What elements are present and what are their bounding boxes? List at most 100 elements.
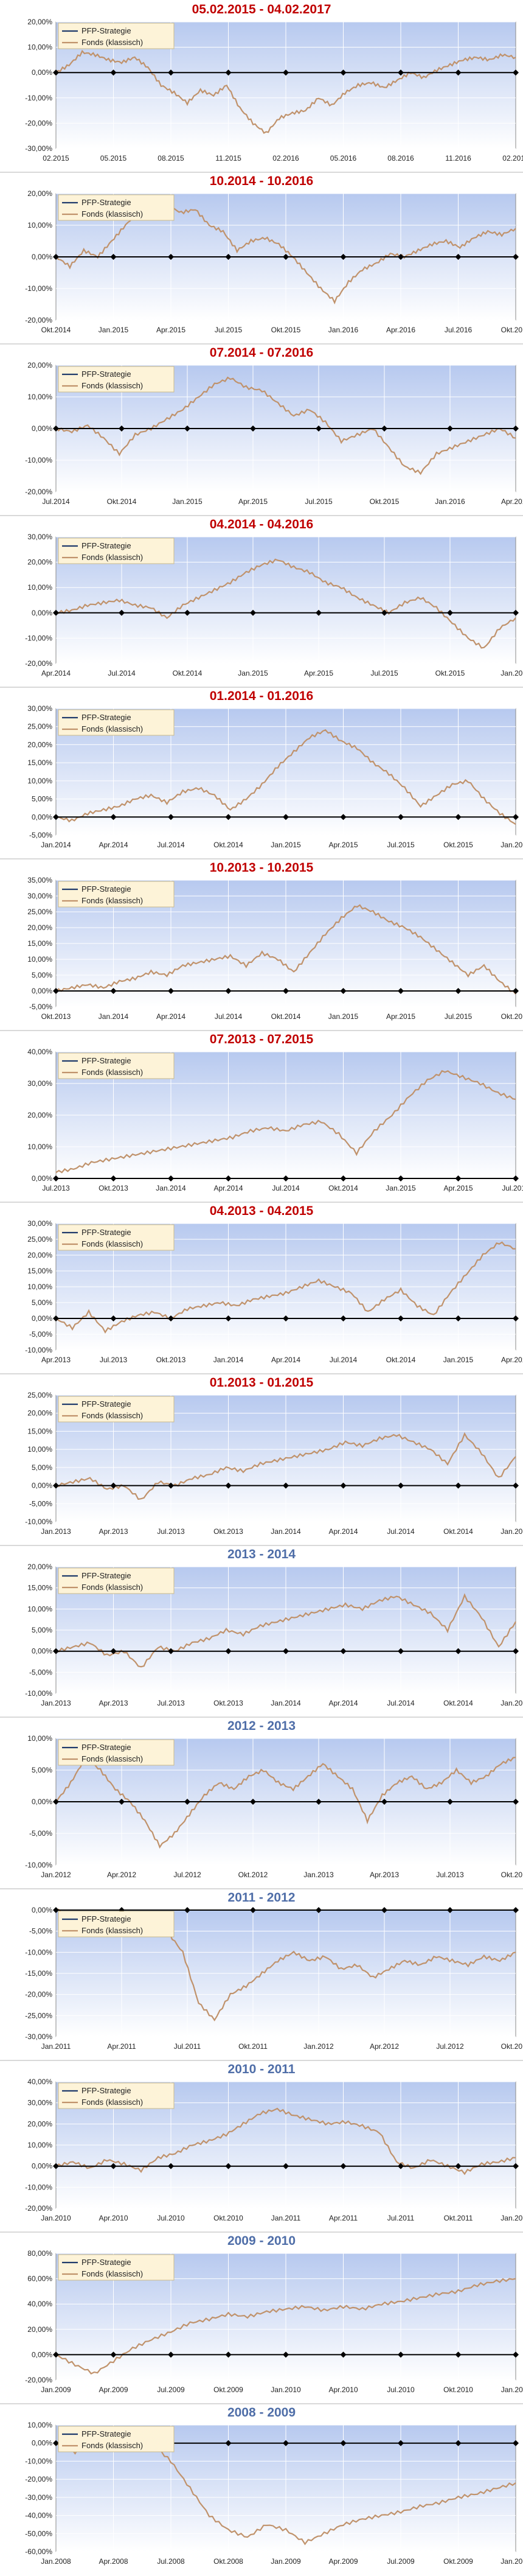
legend: PFP-Strategie Fonds (klassisch) bbox=[58, 1052, 175, 1079]
chart-title: 2008 - 2009 bbox=[227, 2406, 296, 2420]
chart-panel: 2009 - 2010 -20,00% 0,00% 20,00% 40,00% 60,00… bbox=[0, 2231, 523, 2403]
panel-divider bbox=[0, 1030, 523, 1031]
x-tick-label: Okt.2014 bbox=[213, 841, 243, 849]
x-tick-label: Apr.2014 bbox=[328, 1699, 358, 1707]
y-tick-label: 20,00% bbox=[27, 2325, 52, 2334]
y-tick-label: -20,00% bbox=[25, 659, 52, 668]
y-tick-label: -10,00% bbox=[25, 1517, 52, 1526]
y-tick-label: 10,00% bbox=[27, 1143, 52, 1151]
y-tick-label: 0,00% bbox=[32, 68, 52, 77]
series-marker-pfp-strategie bbox=[119, 425, 125, 432]
legend-entry: Fonds (klassisch) bbox=[81, 209, 143, 219]
series-marker-pfp-strategie bbox=[381, 425, 387, 432]
series-marker-pfp-strategie bbox=[398, 814, 404, 821]
line-chart: -30,00% -20,00% -10,00% 0,00% 10,00% 20,00% 02… bbox=[25, 18, 523, 163]
series-marker-pfp-strategie bbox=[283, 1648, 289, 1654]
x-tick-label: Apr.2015 bbox=[328, 841, 358, 849]
series-marker-pfp-strategie bbox=[447, 1907, 453, 1913]
series-marker-pfp-strategie bbox=[184, 1907, 190, 1913]
y-tick-label: 20,00% bbox=[27, 1111, 52, 1119]
line-chart: -20,00% -10,00% 0,00% 10,00% 20,00% Okt.2014 J… bbox=[25, 190, 523, 334]
series-marker-pfp-strategie bbox=[381, 609, 387, 616]
series-marker-pfp-strategie bbox=[184, 1799, 190, 1805]
series-marker-pfp-strategie bbox=[447, 425, 453, 432]
x-tick-label: Apr.2015 bbox=[304, 669, 333, 677]
y-tick-label: 10,00% bbox=[27, 2421, 52, 2429]
y-tick-label: 10,00% bbox=[27, 2141, 52, 2149]
x-tick-label: Jan.2015 bbox=[172, 497, 203, 506]
line-chart: 0,00% 10,00% 20,00% 30,00% 40,00% Jul.2013 Okt… bbox=[27, 1048, 523, 1192]
y-tick-label: -20,00% bbox=[25, 488, 52, 496]
series-marker-pfp-strategie bbox=[398, 1648, 404, 1654]
x-tick-label: Apr.2009 bbox=[99, 2385, 128, 2394]
series-line-fonds bbox=[55, 49, 516, 134]
x-tick-label: Okt.2009 bbox=[443, 2557, 473, 2566]
series-marker-pfp-strategie bbox=[455, 988, 462, 994]
x-tick-label: Okt.2009 bbox=[213, 2385, 243, 2394]
x-tick-label: Jan.2014 bbox=[271, 1699, 301, 1707]
chart-title: 07.2014 - 07.2016 bbox=[209, 346, 314, 360]
y-tick-label: 0,00% bbox=[32, 609, 52, 617]
legend-entry: PFP-Strategie bbox=[81, 198, 131, 207]
x-tick-label: Okt.2014 bbox=[173, 669, 203, 677]
y-tick-label: -20,00% bbox=[25, 316, 52, 324]
y-tick-label: -25,00% bbox=[25, 2011, 52, 2020]
y-tick-label: 20,00% bbox=[27, 362, 52, 369]
x-tick-label: Okt.2013 bbox=[501, 1871, 523, 1879]
series-marker-pfp-strategie bbox=[283, 1175, 289, 1181]
x-tick-label: 08.2015 bbox=[158, 154, 184, 163]
x-tick-label: Jul.2016 bbox=[445, 326, 473, 334]
series-line-fonds bbox=[55, 376, 516, 475]
legend-entry: PFP-Strategie bbox=[81, 1399, 131, 1409]
series-marker-pfp-strategie bbox=[513, 254, 519, 260]
x-tick-label: Apr.2014 bbox=[99, 841, 128, 849]
x-tick-label: Okt.2016 bbox=[501, 326, 523, 334]
y-tick-label: 35,00% bbox=[27, 877, 52, 884]
x-tick-label: Apr.2014 bbox=[328, 1527, 358, 1536]
y-tick-label: 0,00% bbox=[32, 1482, 52, 1490]
chart-panel: 10.2013 - 10.2015 -5,00% 0,00% 5,00% 10,00% 1… bbox=[0, 858, 523, 1030]
x-tick-label: Jan.2011 bbox=[41, 2042, 71, 2051]
x-tick-label: Apr.2013 bbox=[370, 1871, 399, 1879]
legend-box bbox=[58, 537, 175, 564]
y-tick-label: -50,00% bbox=[25, 2529, 52, 2538]
series-marker-pfp-strategie bbox=[53, 609, 59, 616]
y-tick-label: 25,00% bbox=[27, 1235, 52, 1244]
legend-entry: Fonds (klassisch) bbox=[81, 1583, 143, 1592]
x-tick-label: Jan.2012 bbox=[41, 1871, 71, 1879]
series-marker-pfp-strategie bbox=[53, 425, 59, 432]
series-marker-pfp-strategie bbox=[340, 254, 347, 260]
series-marker-pfp-strategie bbox=[455, 1648, 462, 1654]
series-marker-pfp-strategie bbox=[225, 2351, 232, 2358]
x-tick-label: Jul.2015 bbox=[370, 669, 398, 677]
series-marker-pfp-strategie bbox=[398, 2351, 404, 2358]
series-marker-pfp-strategie bbox=[340, 2440, 347, 2446]
line-chart: -60,00% -50,00% -40,00% -30,00% -20,00% -10,0… bbox=[25, 2421, 523, 2566]
x-tick-label: Jan.2010 bbox=[500, 2557, 523, 2566]
x-tick-label: Okt.2015 bbox=[501, 1012, 523, 1021]
y-tick-label: 20,00% bbox=[27, 1251, 52, 1259]
x-tick-label: Jul.2013 bbox=[42, 1184, 70, 1192]
legend-box bbox=[58, 881, 175, 908]
y-tick-label: 0,00% bbox=[32, 1906, 52, 1914]
y-tick-label: 5,00% bbox=[32, 971, 52, 979]
line-chart: -10,00% -5,00% 0,00% 5,00% 10,00% 15,00% 20,00… bbox=[25, 1220, 523, 1364]
y-tick-label: -5,00% bbox=[29, 831, 52, 839]
chart-title: 04.2014 - 04.2016 bbox=[209, 517, 314, 531]
legend-entry: Fonds (klassisch) bbox=[81, 1754, 143, 1763]
x-tick-label: Jan.2012 bbox=[303, 2042, 334, 2051]
series-marker-pfp-strategie bbox=[110, 1315, 117, 1321]
x-tick-label: Okt.2015 bbox=[370, 497, 400, 506]
x-tick-label: Jul.2010 bbox=[157, 2214, 185, 2222]
series-marker-pfp-strategie bbox=[283, 2351, 289, 2358]
x-tick-label: Apr.2014 bbox=[213, 1184, 243, 1192]
series-marker-pfp-strategie bbox=[283, 1315, 289, 1321]
y-tick-label: -5,00% bbox=[29, 1829, 52, 1838]
series-marker-pfp-strategie bbox=[110, 1175, 117, 1181]
x-tick-label: Apr.2010 bbox=[328, 2385, 358, 2394]
x-tick-label: Jul.2008 bbox=[157, 2557, 185, 2566]
y-tick-label: 20,00% bbox=[27, 558, 52, 567]
panel-divider bbox=[0, 1888, 523, 1889]
x-tick-label: Apr.2015 bbox=[501, 1356, 523, 1364]
series-marker-pfp-strategie bbox=[53, 1175, 59, 1181]
